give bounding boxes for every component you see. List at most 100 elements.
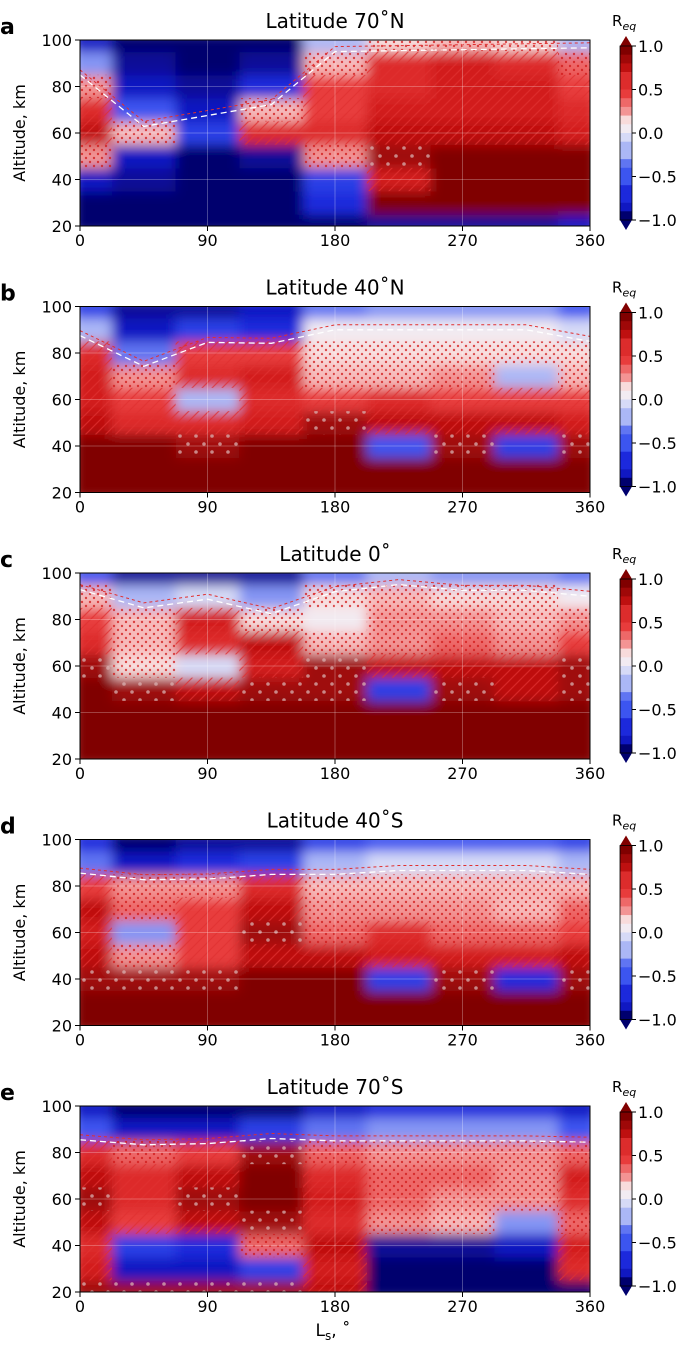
significance-mark: [558, 1233, 590, 1258]
significance-mark: [80, 1164, 112, 1188]
y-tick-label: 20: [52, 484, 72, 503]
y-tick-label: 40: [52, 1237, 72, 1256]
significance-mark: [430, 897, 495, 921]
x-tick-label: 360: [575, 1297, 606, 1316]
significance-mark: [366, 74, 431, 99]
heatmap-cell: [175, 990, 240, 1015]
y-tick-label: 20: [52, 1017, 72, 1036]
heatmap-cell: [303, 851, 368, 875]
heatmap-cell: [80, 1013, 113, 1026]
significance-mark: [303, 1210, 367, 1234]
significance-mark: [366, 1210, 431, 1234]
significance-mark: [175, 631, 240, 655]
y-tick-label: 60: [52, 924, 72, 943]
significance-mark: [80, 1280, 112, 1292]
heatmap-cell: [366, 967, 432, 992]
heatmap-cell: [494, 306, 559, 319]
significance-mark: [239, 920, 304, 945]
heatmap-cell: [111, 839, 177, 852]
heatmap-cell: [111, 98, 177, 122]
colorbar-level: [620, 596, 632, 606]
y-tick-label: 40: [52, 704, 72, 723]
significance-mark: [175, 967, 240, 991]
heatmap-cell: [494, 434, 559, 459]
colorbar-level: [620, 211, 632, 221]
heatmap-cell: [303, 990, 368, 1015]
significance-mark: [80, 654, 112, 678]
significance-mark: [175, 341, 240, 365]
colorbar-tick-label: −1.0: [638, 1277, 677, 1296]
significance-mark: [494, 654, 559, 678]
colorbar-level: [620, 674, 632, 684]
significance-mark: [80, 387, 112, 412]
heatmap-cell: [494, 214, 559, 226]
panel-title: Latitude 40˚N: [265, 276, 404, 300]
y-tick-label: 80: [52, 344, 72, 363]
significance-mark: [303, 341, 367, 365]
y-tick-label: 100: [41, 1097, 72, 1116]
significance-overlay: [80, 40, 590, 192]
heatmap-cell: [430, 214, 495, 226]
significance-mark: [303, 584, 367, 608]
heatmap-cell: [175, 1106, 240, 1119]
panel-letter: b: [0, 282, 16, 307]
heatmap-cell: [494, 1280, 559, 1292]
heatmap-cell: [175, 121, 240, 146]
significance-mark: [239, 364, 304, 388]
heatmap-cell: [494, 990, 559, 1015]
heatmap-cell: [366, 480, 432, 493]
significance-mark: [111, 897, 176, 921]
heatmap-cell: [430, 1013, 495, 1026]
significance-mark: [111, 677, 176, 701]
colorbar-title: Req: [612, 1078, 636, 1099]
colorbar-level: [620, 915, 632, 925]
colorbar-level: [620, 1207, 632, 1217]
x-tick-label: 0: [75, 231, 85, 250]
significance-mark: [494, 341, 559, 365]
significance-mark: [239, 677, 304, 701]
significance-mark: [430, 121, 495, 145]
colorbar-level: [620, 692, 632, 702]
heatmap-cell: [80, 191, 113, 215]
significance-mark: [430, 387, 495, 412]
colorbar-tick-label: −0.5: [638, 967, 677, 986]
significance-mark: [175, 434, 240, 458]
heatmap-cell: [80, 51, 113, 76]
heatmap-cell: [303, 724, 368, 748]
significance-mark: [366, 40, 431, 52]
significance-mark: [558, 1187, 590, 1211]
heatmap-cell: [175, 74, 240, 99]
significance-mark: [111, 1210, 176, 1234]
significance-mark: [175, 944, 240, 968]
significance-mark: [430, 411, 495, 435]
significance-mark: [430, 364, 495, 388]
significance-mark: [558, 1257, 590, 1281]
colorbar-level: [620, 1146, 632, 1156]
heatmap-cell: [366, 1233, 432, 1258]
heatmap-cell: [430, 167, 495, 192]
significance-mark: [430, 967, 495, 991]
colorbar-extend-min: [620, 753, 632, 763]
significance-mark: [80, 631, 112, 655]
significance-mark: [303, 920, 367, 945]
colorbar-level: [620, 941, 632, 951]
x-tick-label: 0: [75, 1031, 85, 1050]
significance-mark: [430, 584, 495, 608]
colorbar-tick-label: 1.0: [638, 304, 663, 323]
heatmap-cell: [239, 573, 304, 586]
colorbar-level: [620, 159, 632, 169]
heatmap-cell: [303, 480, 368, 493]
y-tick-label: 40: [52, 437, 72, 456]
heatmap-cell: [366, 700, 432, 725]
significance-mark: [303, 944, 367, 968]
significance-mark: [494, 607, 559, 632]
heatmap-cell: [366, 1117, 432, 1142]
heatmap-cell: [175, 191, 240, 215]
colorbar-level: [620, 1112, 632, 1121]
colorbar-level: [620, 718, 632, 728]
heatmap-cell: [303, 1013, 368, 1026]
heatmap-cell: [111, 457, 177, 482]
x-tick-label: 270: [447, 764, 478, 783]
